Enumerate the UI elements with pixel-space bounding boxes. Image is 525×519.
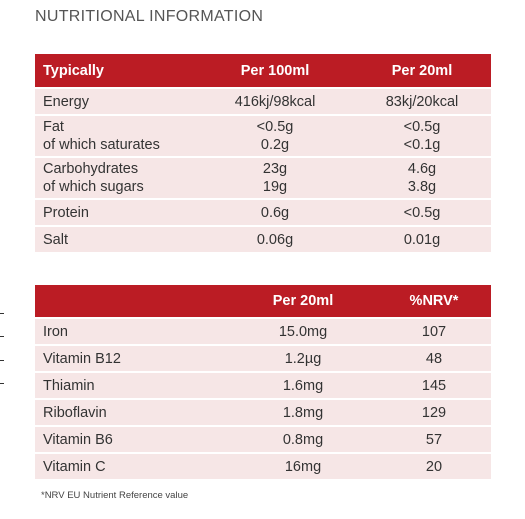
value-per-100ml: 416kj/98kcal [197, 89, 353, 114]
value-per-20ml: 1.8mg [229, 400, 377, 425]
nutrition-table: Typically Per 100ml Per 20ml Energy 416k… [35, 52, 491, 254]
value-main: 23g [262, 161, 288, 177]
row-label-sub: of which sugars [43, 179, 144, 195]
vitamins-table: Per 20ml %NRV* Iron 15.0mg 107 Vitamin B… [35, 283, 491, 481]
table-row: Iron 15.0mg 107 [35, 319, 491, 344]
header-per-100ml: Per 100ml [197, 54, 353, 87]
row-label: Fat of which saturates [35, 116, 197, 156]
value-nrv: 57 [377, 427, 491, 452]
value-per-20ml: 1.6mg [229, 373, 377, 398]
edge-fragment [0, 360, 4, 361]
table-row: Energy 416kj/98kcal 83kj/20kcal [35, 89, 491, 114]
row-label-sub: of which saturates [43, 137, 160, 153]
value-per-20ml: 0.8mg [229, 427, 377, 452]
row-label-main: Carbohydrates [43, 161, 139, 177]
value-per-100ml: <0.5g 0.2g [197, 116, 353, 156]
value-main: <0.5g [256, 119, 294, 135]
value-main: <0.5g [403, 119, 441, 135]
header-per-20ml: Per 20ml [229, 285, 377, 317]
value-per-20ml: 4.6g 3.8g [353, 158, 491, 198]
value-sub: 0.2g [260, 137, 290, 153]
edge-fragment [0, 313, 4, 314]
value-per-20ml: <0.5g [353, 200, 491, 225]
value-per-100ml: 23g 19g [197, 158, 353, 198]
value-nrv: 129 [377, 400, 491, 425]
value-nrv: 20 [377, 454, 491, 479]
value-nrv: 145 [377, 373, 491, 398]
row-label: Salt [35, 227, 197, 252]
value-sub: <0.1g [403, 137, 441, 153]
header-nrv: %NRV* [377, 285, 491, 317]
header-blank [35, 285, 229, 317]
table-row: Riboflavin 1.8mg 129 [35, 400, 491, 425]
table-row: Fat of which saturates <0.5g 0.2g <0.5g … [35, 116, 491, 156]
table-row: Carbohydrates of which sugars 23g 19g 4.… [35, 158, 491, 198]
row-label: Protein [35, 200, 197, 225]
value-per-20ml: 1.2µg [229, 346, 377, 371]
value-sub: 19g [262, 179, 288, 195]
nrv-footnote: *NRV EU Nutrient Reference value [41, 490, 189, 501]
value-per-20ml: <0.5g <0.1g [353, 116, 491, 156]
value-per-20ml: 16mg [229, 454, 377, 479]
value-per-20ml: 83kj/20kcal [353, 89, 491, 114]
table-row: Protein 0.6g <0.5g [35, 200, 491, 225]
value-sub: 3.8g [407, 179, 437, 195]
value-per-20ml: 0.01g [353, 227, 491, 252]
value-main: 4.6g [407, 161, 437, 177]
vitamins-header-row: Per 20ml %NRV* [35, 285, 491, 317]
table-row: Vitamin B6 0.8mg 57 [35, 427, 491, 452]
row-label: Riboflavin [35, 400, 229, 425]
header-typically: Typically [35, 54, 197, 87]
edge-fragment [0, 383, 4, 384]
value-per-100ml: 0.06g [197, 227, 353, 252]
table-row: Thiamin 1.6mg 145 [35, 373, 491, 398]
table-row: Vitamin C 16mg 20 [35, 454, 491, 479]
header-per-20ml: Per 20ml [353, 54, 491, 87]
row-label: Vitamin C [35, 454, 229, 479]
row-label-main: Fat [43, 119, 64, 135]
table-row: Salt 0.06g 0.01g [35, 227, 491, 252]
value-per-100ml: 0.6g [197, 200, 353, 225]
value-nrv: 107 [377, 319, 491, 344]
row-label: Vitamin B12 [35, 346, 229, 371]
row-label: Energy [35, 89, 197, 114]
row-label: Iron [35, 319, 229, 344]
value-nrv: 48 [377, 346, 491, 371]
row-label: Thiamin [35, 373, 229, 398]
value-per-20ml: 15.0mg [229, 319, 377, 344]
row-label: Vitamin B6 [35, 427, 229, 452]
table-row: Vitamin B12 1.2µg 48 [35, 346, 491, 371]
row-label: Carbohydrates of which sugars [35, 158, 197, 198]
nutrition-header-row: Typically Per 100ml Per 20ml [35, 54, 491, 87]
edge-fragment [0, 336, 4, 337]
section-heading: NUTRITIONAL INFORMATION [35, 8, 264, 25]
